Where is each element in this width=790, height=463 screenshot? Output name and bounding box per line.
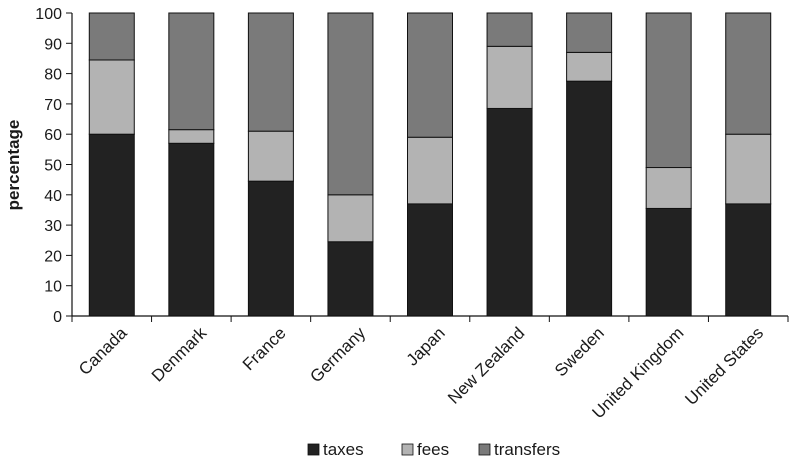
bar-taxes-japan — [407, 203, 453, 317]
bar-fees-denmark — [168, 129, 215, 144]
y-tick-label: 40 — [44, 188, 62, 205]
y-tick-label: 10 — [44, 279, 62, 296]
bar-transfers-france — [247, 12, 294, 132]
bar-transfers-sweden — [566, 12, 613, 53]
legend: taxes fees transfers — [307, 440, 560, 459]
x-tick-label: United States — [681, 323, 767, 409]
legend-swatch-fees — [401, 443, 414, 456]
bar-transfers-united-kingdom — [645, 12, 692, 169]
bar-transfers-japan — [407, 12, 453, 138]
legend-label-transfers: transfers — [494, 440, 560, 459]
x-tick-label: France — [239, 323, 290, 374]
legend-label-fees: fees — [417, 440, 449, 459]
x-tick-label: Germany — [306, 323, 369, 386]
bar-taxes-sweden — [566, 80, 613, 317]
bar-transfers-germany — [327, 12, 374, 196]
y-tick-label: 60 — [44, 127, 62, 144]
x-tick-label: Japan — [403, 323, 449, 369]
legend-label-taxes: taxes — [323, 440, 364, 459]
bar-taxes-united-states — [725, 203, 772, 317]
y-ticks-group: 0 10 20 30 40 50 60 70 80 90 100 — [35, 6, 72, 326]
x-tick-label: Denmark — [148, 323, 211, 386]
bar-taxes-united-kingdom — [645, 207, 692, 317]
bar-fees-new-zealand — [486, 45, 533, 109]
bar-fees-canada — [88, 59, 135, 135]
bar-transfers-canada — [88, 12, 135, 61]
x-tick-label: New Zealand — [444, 323, 528, 407]
bar-fees-united-states — [725, 133, 772, 205]
bar-fees-united-kingdom — [645, 167, 692, 209]
bar-fees-sweden — [566, 51, 613, 82]
bars-group — [88, 12, 772, 317]
y-tick-label: 0 — [53, 309, 62, 326]
bar-taxes-denmark — [168, 142, 215, 317]
y-tick-label: 50 — [44, 158, 62, 175]
bar-taxes-canada — [88, 133, 135, 317]
legend-swatch-taxes — [307, 443, 320, 456]
y-tick-label: 20 — [44, 248, 62, 265]
y-tick-label: 100 — [35, 6, 62, 23]
bar-fees-france — [247, 130, 294, 182]
bar-transfers-new-zealand — [486, 12, 533, 47]
x-tick-label: Canada — [75, 323, 131, 379]
legend-swatch-transfers — [478, 443, 491, 456]
y-axis-label: percentage — [4, 120, 23, 211]
bar-transfers-united-states — [725, 12, 772, 135]
y-tick-label: 80 — [44, 67, 62, 84]
y-tick-label: 70 — [44, 97, 62, 114]
bar-taxes-germany — [327, 241, 374, 317]
bar-taxes-france — [247, 180, 294, 317]
bar-fees-germany — [327, 194, 374, 243]
bar-transfers-denmark — [168, 12, 215, 131]
bar-fees-japan — [407, 136, 453, 205]
y-tick-label: 90 — [44, 36, 62, 53]
bar-taxes-new-zealand — [486, 107, 533, 317]
x-tick-label: Sweden — [551, 323, 608, 380]
y-tick-label: 30 — [44, 218, 62, 235]
